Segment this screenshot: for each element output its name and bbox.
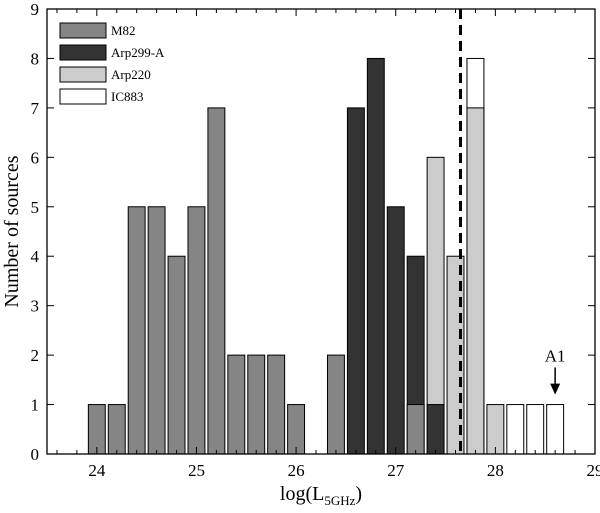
bar-ic883 — [526, 404, 545, 455]
x-axis-label: log(L5GHz) — [280, 483, 362, 508]
legend-swatch — [59, 66, 107, 83]
legend-label: Arp299-A — [111, 45, 165, 60]
y-axis-label: Number of sources — [1, 155, 23, 307]
bar-ic883 — [546, 404, 565, 455]
ticks-layer: 24 25 26 27 28 29 0 1 2 3 4 5 6 7 8 9 — [31, 0, 600, 480]
y-tick-label: 4 — [31, 247, 40, 266]
legend-swatch — [59, 22, 107, 39]
annotation-arrow-head — [550, 383, 561, 395]
bar-arp299-a — [346, 107, 365, 455]
bar-m82 — [167, 255, 186, 455]
bar-m82 — [107, 404, 126, 455]
y-tick-label: 1 — [31, 396, 40, 415]
bar-m82 — [207, 107, 226, 455]
legend-label: Arp220 — [111, 67, 151, 82]
plot-frame — [46, 8, 596, 455]
legend-label: M82 — [111, 23, 136, 38]
bar-m82 — [227, 354, 246, 455]
y-tick-label: 3 — [31, 297, 40, 316]
bar-m82 — [247, 354, 266, 455]
y-tick-label: 6 — [31, 148, 40, 167]
y-tick-label: 8 — [31, 49, 40, 68]
annotation-layer: A1 — [545, 346, 566, 395]
bar-m82 — [287, 404, 306, 455]
bar-arp220 — [466, 107, 485, 455]
bar-arp299-a — [386, 206, 405, 455]
x-tick-label: 25 — [188, 461, 205, 480]
legend-swatch — [59, 44, 107, 61]
bar-m82 — [406, 404, 425, 455]
bar-m82 — [187, 206, 206, 455]
bar-m82 — [267, 354, 286, 455]
bar-arp220 — [486, 404, 505, 455]
x-tick-label: 27 — [387, 461, 405, 480]
bars-layer — [87, 57, 565, 455]
annotation-label: A1 — [545, 346, 566, 365]
legend-label: IC883 — [111, 89, 144, 104]
bar-m82 — [87, 404, 106, 455]
y-tick-label: 7 — [31, 99, 40, 118]
y-tick-label: 5 — [31, 198, 40, 217]
bar-arp299-a — [366, 57, 385, 455]
y-tick-label: 9 — [31, 0, 40, 19]
bar-m82 — [326, 354, 345, 455]
y-tick-label: 0 — [31, 445, 40, 464]
x-tick-label: 28 — [487, 461, 504, 480]
bar-m82 — [147, 206, 166, 455]
bar-arp299-a — [426, 404, 445, 455]
bar-m82 — [127, 206, 146, 455]
x-tick-label: 24 — [88, 461, 106, 480]
x-tick-label: 29 — [587, 461, 600, 480]
legend-swatch — [59, 88, 107, 105]
y-tick-label: 2 — [31, 346, 40, 365]
bar-ic883 — [506, 404, 525, 455]
legend: M82 Arp299-A Arp220 IC883 — [59, 22, 165, 105]
x-tick-label: 26 — [288, 461, 305, 480]
